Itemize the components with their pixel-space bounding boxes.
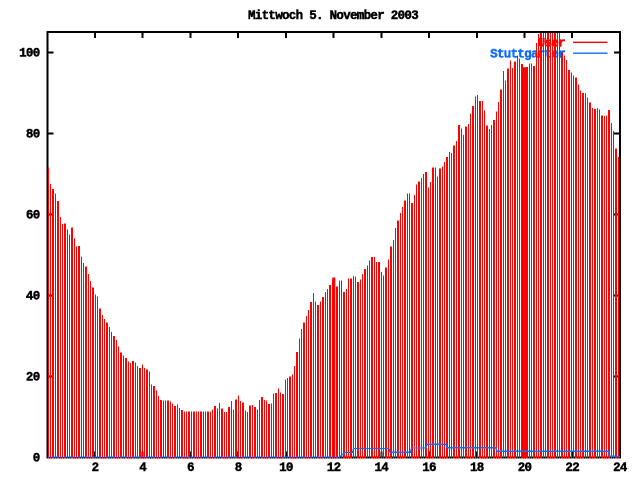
svg-text:Mittwoch 5. November 2003: Mittwoch 5. November 2003: [248, 9, 418, 23]
svg-text:100: 100: [19, 46, 40, 60]
svg-text:Stuttgarter: Stuttgarter: [490, 48, 565, 62]
svg-text:20: 20: [26, 370, 40, 384]
svg-text:6: 6: [187, 461, 194, 475]
svg-text:24: 24: [613, 461, 628, 475]
svg-text:80: 80: [26, 127, 40, 141]
svg-text:16: 16: [422, 461, 436, 475]
svg-text:8: 8: [235, 461, 242, 475]
svg-text:2: 2: [92, 461, 99, 475]
svg-text:14: 14: [374, 461, 389, 475]
svg-text:User: User: [538, 37, 565, 51]
svg-text:0: 0: [33, 451, 40, 465]
svg-text:60: 60: [26, 208, 40, 222]
svg-text:18: 18: [470, 461, 484, 475]
svg-text:40: 40: [26, 289, 40, 303]
svg-text:22: 22: [565, 461, 579, 475]
svg-text:12: 12: [327, 461, 341, 475]
svg-text:10: 10: [279, 461, 293, 475]
svg-text:20: 20: [518, 461, 532, 475]
svg-text:4: 4: [139, 461, 147, 475]
